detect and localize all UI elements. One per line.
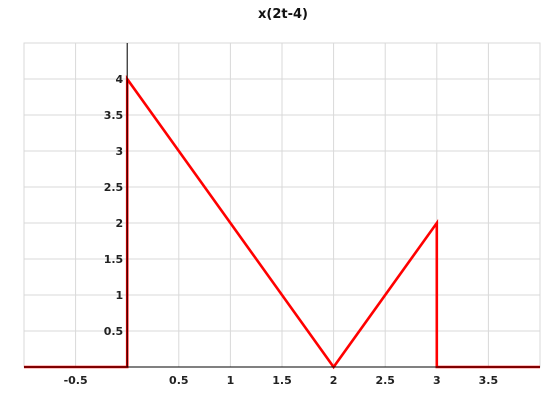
x-tick-label: 1.5 [272,374,292,387]
tick-labels: -0.5 0.5 1 1.5 2 2.5 3 3.5 0.5 1 1.5 2 2.5 3 3.5 4 [64,73,499,387]
y-tick-label: 1.5 [104,253,124,266]
x-tick-label: 3.5 [479,374,499,387]
y-tick-label: 4 [116,73,124,86]
y-tick-label: 1 [116,289,124,302]
chart-title: x(2t-4) [258,7,308,22]
x-tick-label: 2 [330,374,338,387]
x-tick-label: 1 [227,374,235,387]
y-tick-label: 0.5 [104,325,124,338]
grid [23,42,541,368]
y-tick-label: 3.5 [104,109,124,122]
x-tick-label: -0.5 [64,374,88,387]
x-tick-label: 0.5 [169,374,189,387]
y-tick-label: 2 [116,217,124,230]
axis-layer [24,43,540,368]
y-tick-label: 3 [116,145,124,158]
x-tick-label: 2.5 [375,374,395,387]
y-tick-label: 2.5 [104,181,124,194]
x-tick-label: 3 [433,374,441,387]
